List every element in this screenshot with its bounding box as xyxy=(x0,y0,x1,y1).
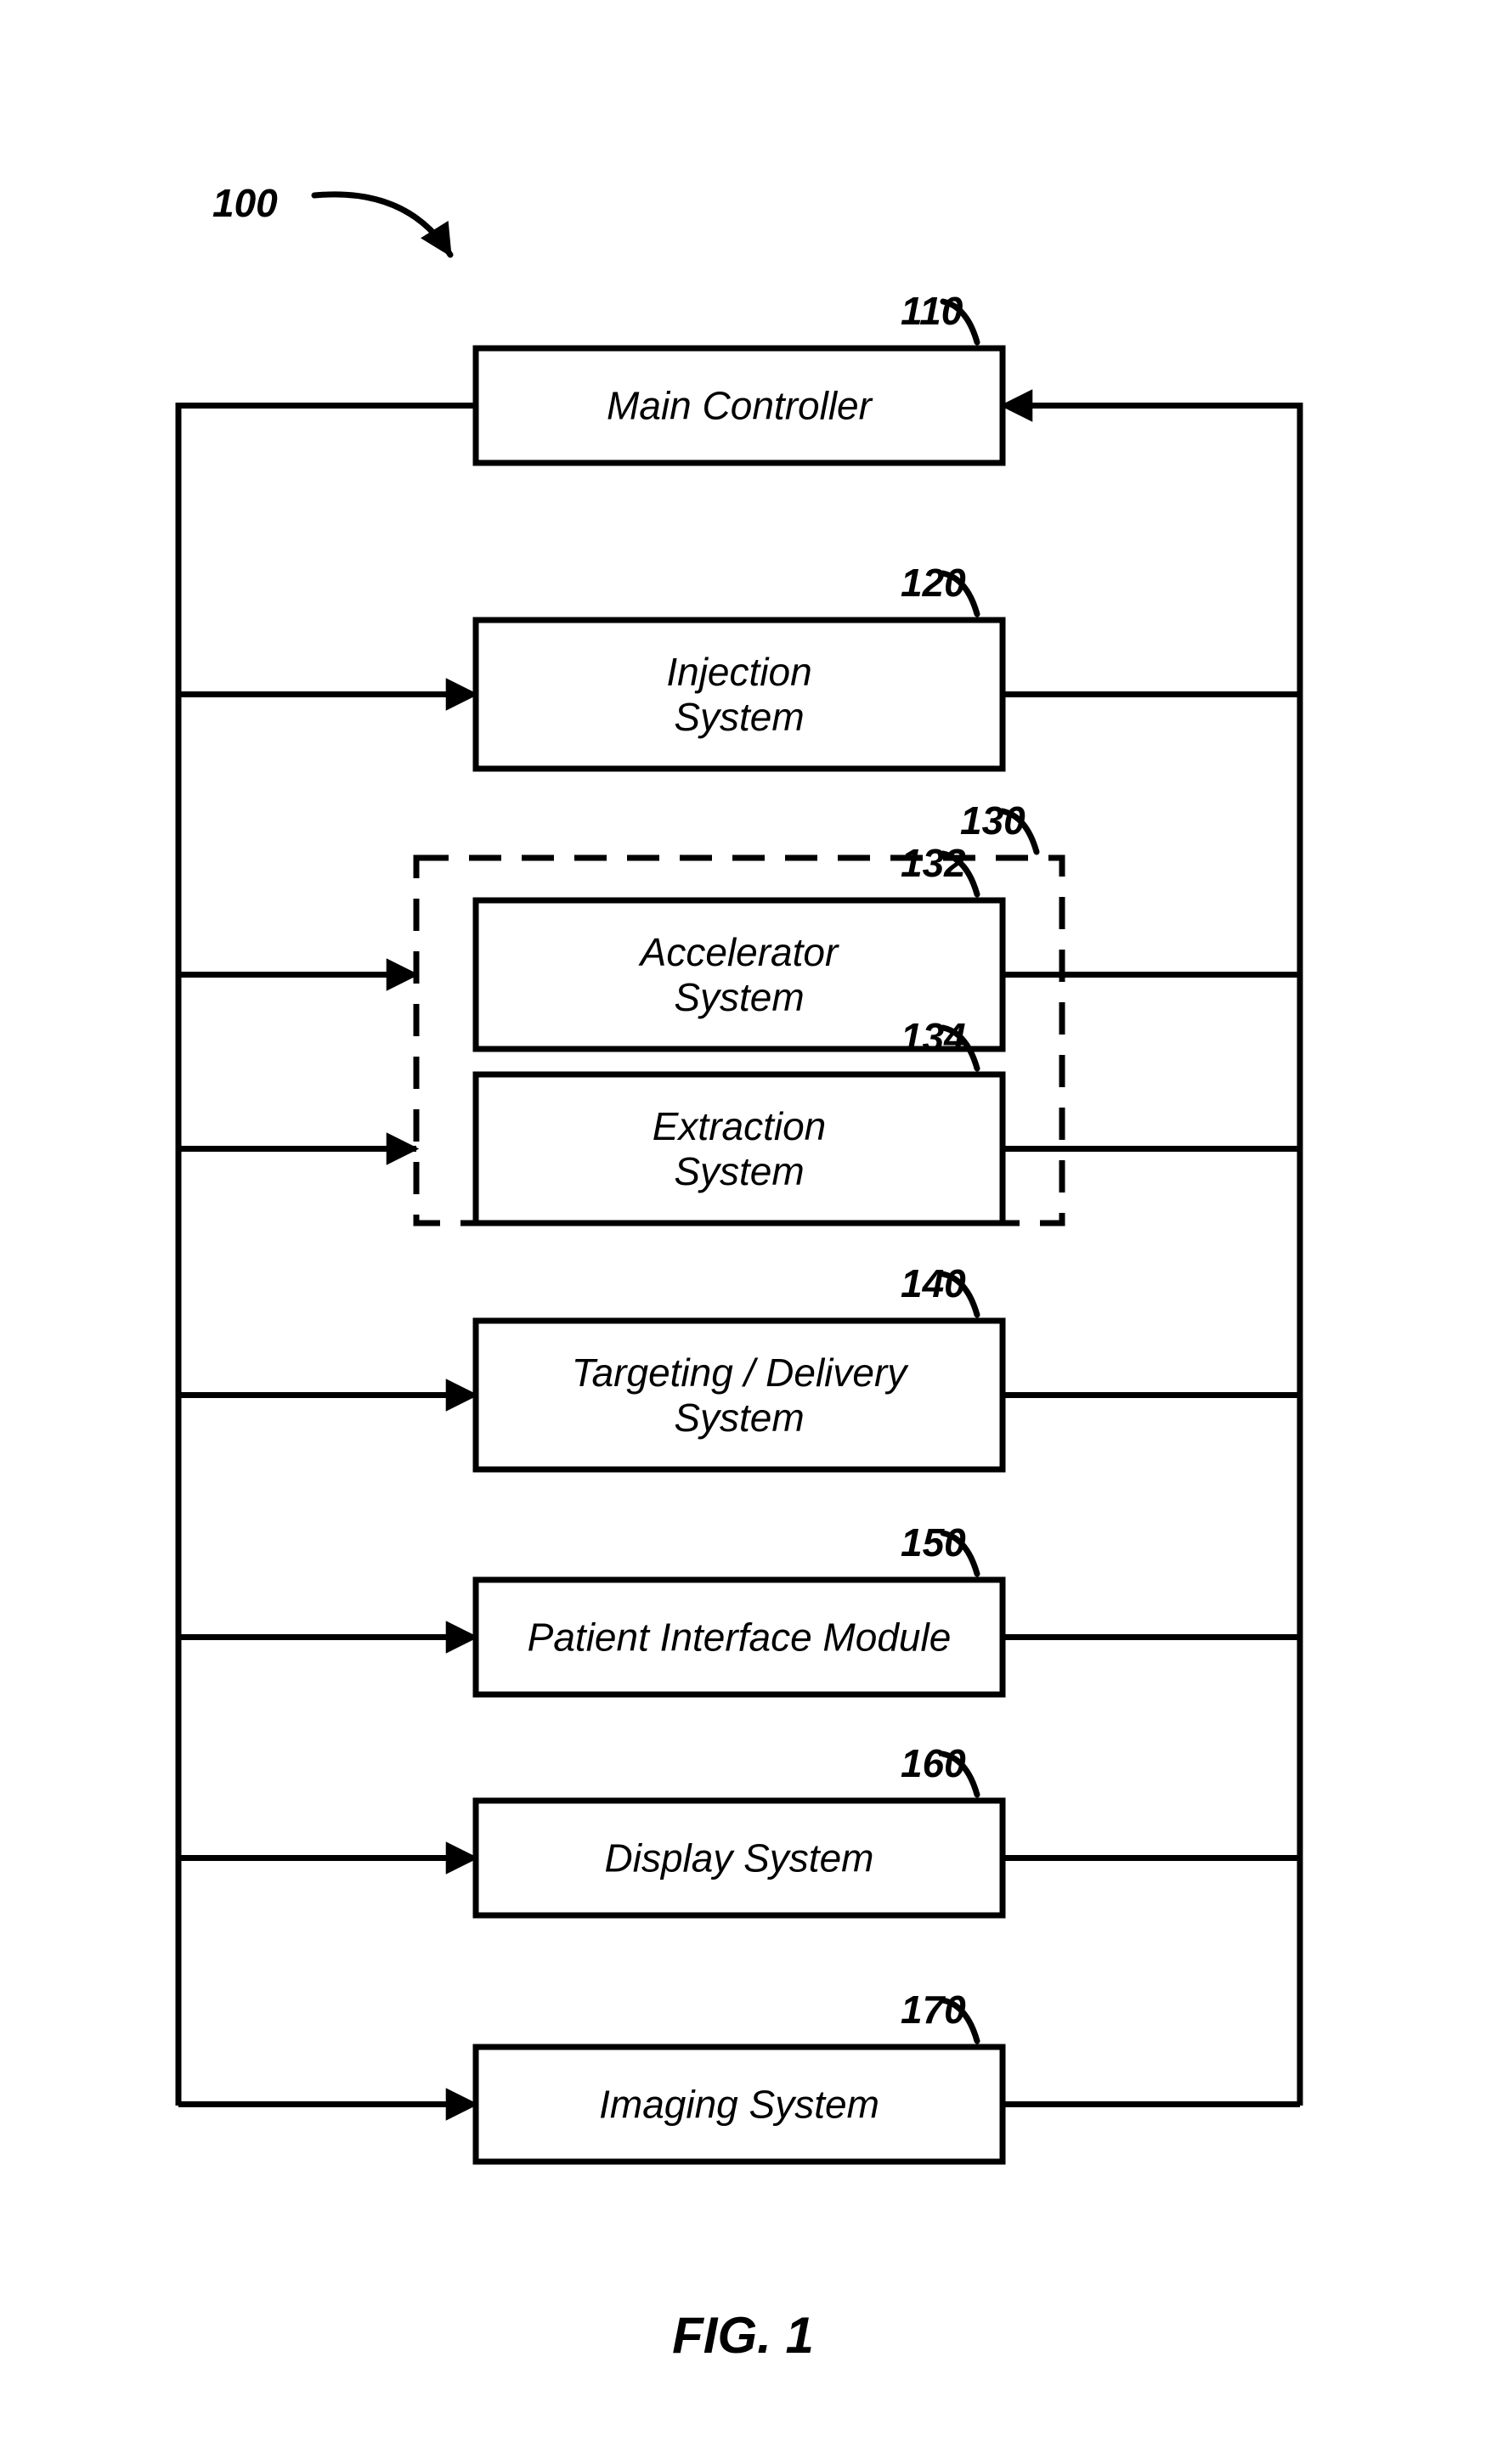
svg-text:130: 130 xyxy=(960,798,1026,843)
injection-system-label: System xyxy=(674,695,804,739)
display-system-box: Display System xyxy=(476,1801,1003,1915)
accelerator-system-label: Accelerator xyxy=(638,930,839,974)
svg-text:140: 140 xyxy=(901,1261,966,1305)
targeting-system-label: System xyxy=(674,1396,804,1440)
imaging-system-label: Imaging System xyxy=(599,2083,879,2127)
svg-text:170: 170 xyxy=(901,1988,966,2032)
extraction-system-label: Extraction xyxy=(653,1104,827,1148)
svg-text:134: 134 xyxy=(901,1015,966,1059)
patient-interface-box: Patient Interface Module xyxy=(476,1580,1003,1694)
display-system-label: Display System xyxy=(605,1836,874,1880)
targeting-system-label: Targeting / Delivery xyxy=(572,1350,910,1395)
injection-system-box: InjectionSystem xyxy=(476,620,1003,769)
extraction-system-box: ExtractionSystem xyxy=(476,1074,1003,1223)
targeting-system-box: Targeting / DeliverySystem xyxy=(476,1321,1003,1469)
main-controller-box: Main Controller xyxy=(476,348,1003,463)
svg-text:FIG. 1: FIG. 1 xyxy=(672,2307,814,2364)
svg-text:100: 100 xyxy=(212,181,278,225)
patient-interface-label: Patient Interface Module xyxy=(528,1615,952,1660)
svg-text:110: 110 xyxy=(901,289,963,333)
svg-text:120: 120 xyxy=(901,561,966,605)
imaging-system-box: Imaging System xyxy=(476,2047,1003,2162)
extraction-system-label: System xyxy=(674,1149,804,1193)
svg-text:132: 132 xyxy=(901,841,966,885)
injection-system-label: Injection xyxy=(666,650,811,694)
svg-text:150: 150 xyxy=(901,1520,966,1565)
svg-text:160: 160 xyxy=(901,1741,966,1785)
accelerator-system-label: System xyxy=(674,975,804,1019)
main-controller-label: Main Controller xyxy=(607,384,873,428)
